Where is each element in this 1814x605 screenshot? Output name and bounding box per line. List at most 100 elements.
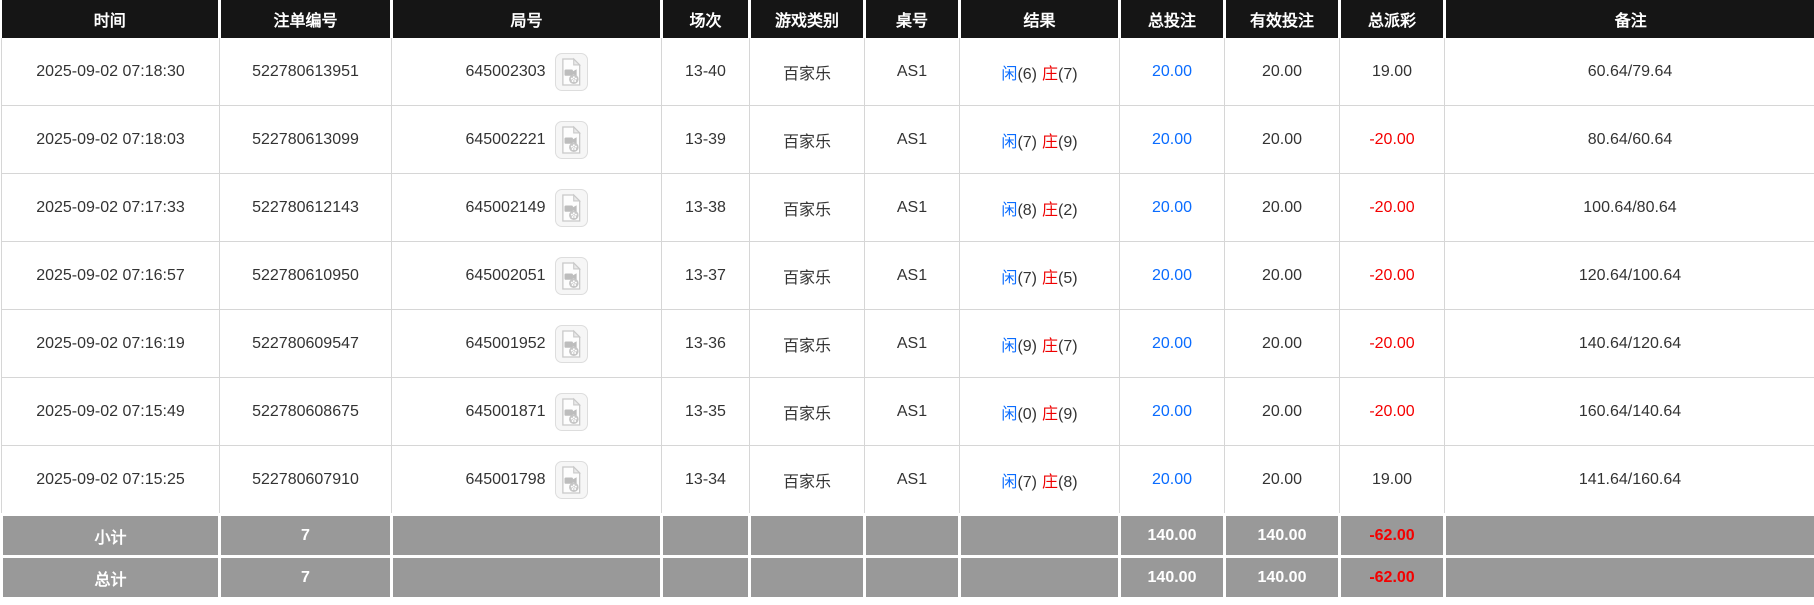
footer-empty-cell bbox=[1443, 513, 1814, 558]
total-label: 总计 bbox=[0, 555, 221, 600]
table-row: 2025-09-02 07:16:19 522780609547 6450019… bbox=[1, 309, 1814, 378]
valid-bet-cell: 20.00 bbox=[1224, 241, 1340, 310]
video-replay-button[interactable] bbox=[554, 120, 588, 159]
total-bet-cell[interactable]: 20.00 bbox=[1119, 445, 1225, 515]
game-type-cell: 百家乐 bbox=[749, 173, 865, 242]
total-payout-cell: 19.00 bbox=[1339, 38, 1445, 106]
round-no-cell: 645002303 bbox=[391, 38, 662, 106]
table-row: 2025-09-02 07:18:03 522780613099 6450022… bbox=[1, 105, 1814, 174]
game-type-cell: 百家乐 bbox=[749, 105, 865, 174]
footer-empty-cell bbox=[958, 513, 1121, 558]
table-row: 2025-09-02 07:15:25 522780607910 6450017… bbox=[1, 445, 1814, 515]
footer-empty-cell bbox=[390, 555, 663, 600]
footer-empty-cell bbox=[660, 513, 751, 558]
subtotal-row: 小计 7 140.00 140.00 -62.00 bbox=[0, 513, 1814, 558]
table-no-cell: AS1 bbox=[864, 445, 960, 515]
session-cell: 13-40 bbox=[661, 38, 750, 106]
round-no: 645001952 bbox=[465, 334, 546, 352]
video-replay-button[interactable] bbox=[554, 392, 588, 431]
video-replay-button[interactable] bbox=[554, 324, 588, 363]
col-header-remark: 备注 bbox=[1443, 0, 1814, 38]
round-no-cell: 645002221 bbox=[391, 105, 662, 174]
video-file-icon bbox=[562, 397, 582, 426]
video-file-icon bbox=[562, 329, 582, 358]
video-replay-button[interactable] bbox=[554, 460, 588, 499]
video-replay-button[interactable] bbox=[554, 52, 588, 91]
result-cell: 闲(7) 庄(5) bbox=[959, 241, 1120, 310]
table-no-cell: AS1 bbox=[864, 241, 960, 310]
time-cell: 2025-09-02 07:15:25 bbox=[1, 445, 220, 515]
col-header-total-payout: 总派彩 bbox=[1338, 0, 1446, 38]
table-no-cell: AS1 bbox=[864, 38, 960, 106]
player-result-points: (6) bbox=[1017, 65, 1037, 83]
time-cell: 2025-09-02 07:18:03 bbox=[1, 105, 220, 174]
game-type-cell: 百家乐 bbox=[749, 241, 865, 310]
subtotal-total-bet: 140.00 bbox=[1118, 513, 1226, 558]
total-bet-cell[interactable]: 20.00 bbox=[1119, 38, 1225, 106]
col-header-result: 结果 bbox=[958, 0, 1121, 38]
table-header: 时间 注单编号 局号 场次 游戏类别 桌号 结果 总投注 有效投注 总派彩 备注 bbox=[1, 0, 1814, 38]
valid-bet-cell: 20.00 bbox=[1224, 38, 1340, 106]
total-bet-cell[interactable]: 20.00 bbox=[1119, 173, 1225, 242]
table-row: 2025-09-02 07:17:33 522780612143 6450021… bbox=[1, 173, 1814, 242]
banker-result-points: (5) bbox=[1058, 269, 1078, 287]
player-result-points: (9) bbox=[1017, 337, 1037, 355]
player-result-points: (0) bbox=[1017, 405, 1037, 423]
video-file-icon bbox=[562, 57, 582, 86]
round-no-cell: 645001952 bbox=[391, 309, 662, 378]
subtotal-count: 7 bbox=[218, 513, 393, 558]
time-cell: 2025-09-02 07:18:30 bbox=[1, 38, 220, 106]
round-no-cell: 645002051 bbox=[391, 241, 662, 310]
col-header-total-bet: 总投注 bbox=[1118, 0, 1226, 38]
player-result-label: 闲 bbox=[1001, 473, 1018, 491]
player-result-points: (7) bbox=[1017, 133, 1037, 151]
footer-empty-cell bbox=[1443, 555, 1814, 600]
video-replay-button[interactable] bbox=[554, 188, 588, 227]
round-no: 645002051 bbox=[465, 266, 546, 284]
table-no-cell: AS1 bbox=[864, 309, 960, 378]
player-result-points: (7) bbox=[1017, 269, 1037, 287]
footer-empty-cell bbox=[958, 555, 1121, 600]
total-payout-cell: 19.00 bbox=[1339, 445, 1445, 515]
bet-no-cell: 522780610950 bbox=[219, 241, 392, 310]
player-result-points: (7) bbox=[1017, 473, 1037, 491]
footer-empty-cell bbox=[863, 555, 961, 600]
total-bet-cell[interactable]: 20.00 bbox=[1119, 105, 1225, 174]
subtotal-label: 小计 bbox=[0, 513, 221, 558]
table-footer: 小计 7 140.00 140.00 -62.00 总计 7 140.00 14… bbox=[0, 513, 1814, 600]
player-result-label: 闲 bbox=[1001, 133, 1018, 151]
session-cell: 13-35 bbox=[661, 377, 750, 446]
total-bet-cell[interactable]: 20.00 bbox=[1119, 309, 1225, 378]
banker-result-points: (7) bbox=[1058, 337, 1078, 355]
video-replay-button[interactable] bbox=[554, 256, 588, 295]
player-result-label: 闲 bbox=[1001, 337, 1018, 355]
total-payout-cell: -20.00 bbox=[1339, 309, 1445, 378]
time-cell: 2025-09-02 07:16:57 bbox=[1, 241, 220, 310]
player-result-label: 闲 bbox=[1001, 269, 1018, 287]
bet-no-cell: 522780612143 bbox=[219, 173, 392, 242]
session-cell: 13-39 bbox=[661, 105, 750, 174]
remark-cell: 100.64/80.64 bbox=[1444, 173, 1814, 242]
bet-no-cell: 522780609547 bbox=[219, 309, 392, 378]
game-type-cell: 百家乐 bbox=[749, 445, 865, 515]
banker-result-points: (8) bbox=[1058, 473, 1078, 491]
banker-result-points: (9) bbox=[1058, 133, 1078, 151]
total-bet-cell[interactable]: 20.00 bbox=[1119, 241, 1225, 310]
valid-bet-cell: 20.00 bbox=[1224, 309, 1340, 378]
col-header-bet-no: 注单编号 bbox=[218, 0, 393, 38]
total-bet-cell[interactable]: 20.00 bbox=[1119, 377, 1225, 446]
result-cell: 闲(0) 庄(9) bbox=[959, 377, 1120, 446]
round-no: 645001871 bbox=[465, 402, 546, 420]
result-cell: 闲(9) 庄(7) bbox=[959, 309, 1120, 378]
col-header-session: 场次 bbox=[660, 0, 751, 38]
total-payout-cell: -20.00 bbox=[1339, 173, 1445, 242]
banker-result-label: 庄 bbox=[1042, 337, 1059, 355]
col-header-time: 时间 bbox=[1, 0, 221, 38]
time-cell: 2025-09-02 07:16:19 bbox=[1, 309, 220, 378]
table-row: 2025-09-02 07:16:57 522780610950 6450020… bbox=[1, 241, 1814, 310]
round-no: 645001798 bbox=[465, 470, 546, 488]
footer-empty-cell bbox=[748, 555, 866, 600]
bet-no-cell: 522780607910 bbox=[219, 445, 392, 515]
col-header-valid-bet: 有效投注 bbox=[1223, 0, 1341, 38]
col-header-game-type: 游戏类别 bbox=[748, 0, 866, 38]
